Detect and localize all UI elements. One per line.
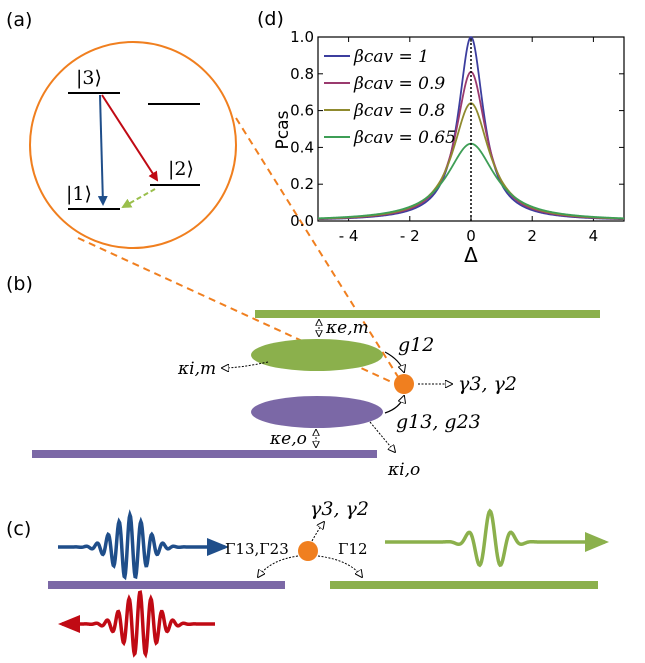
incoming-pulse — [58, 509, 229, 581]
gamma13-23-arrow — [258, 555, 299, 577]
x-tick-label: 0 — [466, 227, 476, 245]
panel-label-b: (b) — [6, 273, 33, 295]
legend-label-1: βcav = 1 — [353, 47, 429, 67]
legend-label-2: βcav = 0.9 — [353, 74, 445, 94]
kappa-eo-label: κe,o — [269, 429, 307, 449]
x-tick-label: - 2 — [400, 227, 420, 245]
panel-label-a: (a) — [6, 9, 32, 31]
transition-3-2-arrow — [101, 94, 159, 182]
cavity-system: κe,m κi,m κe,o κi,o g12 g13, g23 γ3, γ2 — [32, 310, 600, 480]
chart: - 4- 2 0 2 40.00.20.40.60.81.0 βcav = 1βcav… — [273, 28, 625, 267]
emitter-dot-c — [298, 541, 318, 561]
pulse-conversion: Γ13,Γ23 Γ12 γ3, γ2 — [48, 498, 609, 659]
g12-label: g12 — [398, 334, 434, 356]
x-tick-label: - 4 — [339, 227, 359, 245]
reflected-pulse — [58, 590, 215, 659]
x-tick-label: 4 — [589, 227, 599, 245]
Gamma12-label: Γ12 — [338, 540, 368, 558]
kappa-io-arrow — [369, 421, 395, 452]
ket-1-label: |1⟩ — [66, 183, 92, 205]
converted-pulse — [385, 508, 609, 568]
gamma-label-c: γ3, γ2 — [310, 498, 369, 520]
y-tick-label: 1.0 — [290, 28, 314, 46]
zoom-circle — [29, 41, 237, 249]
ket-2-label: |2⟩ — [168, 158, 194, 180]
x-tick-label: 2 — [527, 227, 537, 245]
panel-label-d: (d) — [257, 8, 284, 30]
ket-3-label: |3⟩ — [76, 67, 102, 89]
y-tick-label: 0.6 — [290, 102, 314, 120]
legend-label-3: βcav = 0.8 — [353, 101, 445, 121]
g12-arrow — [384, 351, 404, 372]
y-axis-label: Pcas — [273, 110, 293, 149]
microwave-resonator — [251, 339, 383, 371]
chart-ticks: - 4 - 2 0 2 4 0.0 0.2 0.4 0.6 0.8 1.0 — [290, 28, 624, 245]
kappa-im-arrow — [222, 361, 269, 368]
y-tick-label: 0.0 — [290, 212, 314, 230]
optical-resonator — [251, 396, 383, 428]
g13-g23-arrow — [384, 396, 404, 414]
gamma-label-b: γ3, γ2 — [458, 373, 517, 395]
transition-3-1-arrow — [97, 94, 108, 206]
y-tick-label: 0.4 — [290, 138, 314, 156]
Gamma13-23-label: Γ13,Γ23 — [225, 540, 289, 558]
chart-legend: βcav = 1 βcav = 0.9 βcav = 0.8 βcav = 0.65 — [324, 47, 456, 148]
y-tick-label: 0.2 — [290, 175, 314, 193]
emitter-dot — [394, 374, 414, 394]
panel-label-c: (c) — [6, 518, 31, 540]
gamma-decay-arrow-c — [311, 522, 324, 542]
x-axis-label: Δ — [464, 243, 478, 267]
zoom-line-upper — [235, 117, 401, 381]
kappa-io-label: κi,o — [387, 460, 420, 480]
y-tick-label: 0.8 — [290, 65, 314, 83]
legend-label-4: βcav = 0.65 — [353, 128, 456, 148]
g13-g23-label: g13, g23 — [396, 411, 481, 433]
kappa-im-label: κi,m — [177, 359, 216, 379]
level-diagram: |3⟩ |2⟩ |1⟩ — [29, 41, 237, 249]
gamma12-arrow — [317, 555, 362, 577]
kappa-em-label: κe,m — [325, 318, 369, 338]
transition-2-1-arrow — [121, 188, 156, 208]
